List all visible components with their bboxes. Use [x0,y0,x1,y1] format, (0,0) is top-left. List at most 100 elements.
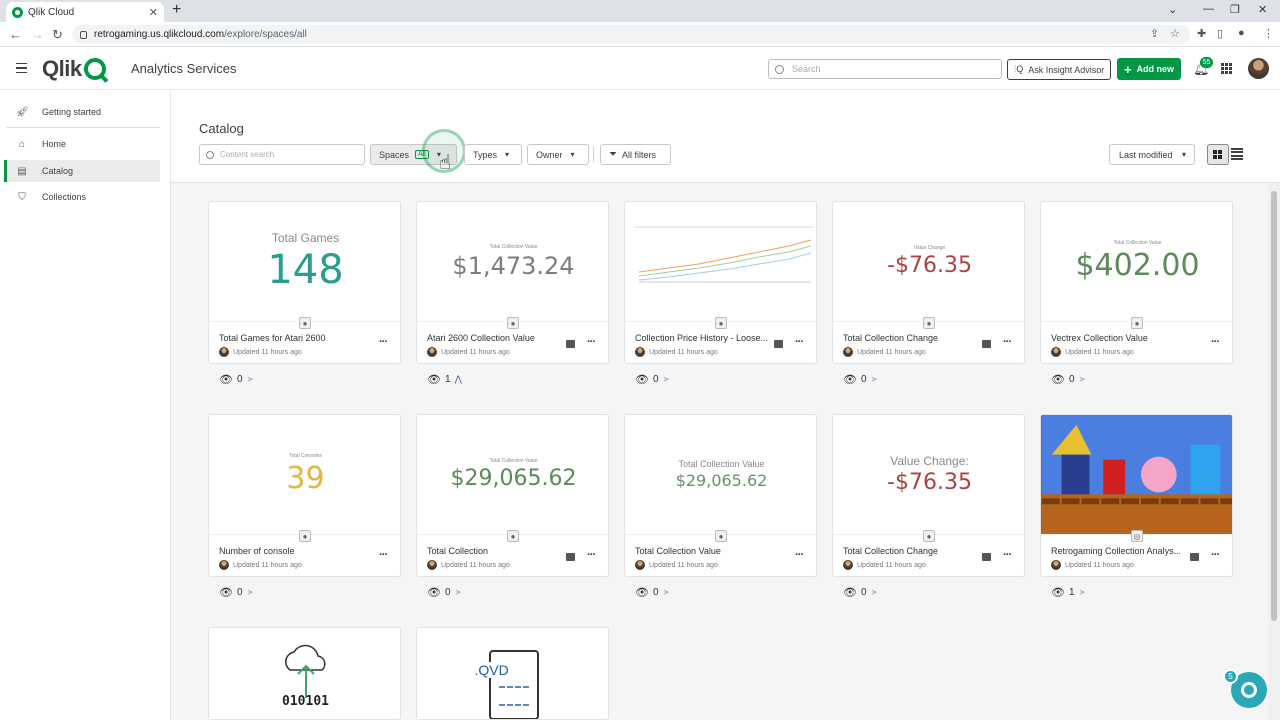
catalog-card[interactable]: Value Change: -$76.35 ● Total Collection… [832,414,1025,577]
star-icon[interactable]: ☆ [1170,28,1180,40]
minimize-icon[interactable]: — [1203,3,1214,15]
all-filters-button[interactable]: ⏷ All filters [600,144,671,165]
card-title[interactable]: Retrogaming Collection Analys... [1051,546,1182,556]
card-title[interactable]: Total Collection Value [635,546,721,556]
add-new-button[interactable]: + Add new [1117,58,1181,80]
catalog-card[interactable]: Total Collection Value $29,065.62 ● Tota… [624,414,817,577]
card-thumbnail: Value Change: -$76.35 [833,415,1024,535]
qlik-logo[interactable]: Qlik [42,56,106,82]
view-count: 0 [652,587,659,598]
browser-menu-icon[interactable]: ⋮ [1263,28,1274,40]
global-search-input[interactable]: Search [768,59,1002,79]
card-meta: Updated 11 hours ago [427,560,510,570]
close-window-icon[interactable]: ✕ [1258,4,1268,16]
updated-text: Updated 11 hours ago [441,348,510,356]
card-title[interactable]: Total Collection [427,546,489,556]
scrollbar-thumb[interactable] [1271,191,1277,621]
more-options-icon[interactable]: ··· [587,336,596,348]
app-launcher-icon[interactable] [1221,63,1232,74]
catalog-card[interactable]: Value Change -$76.35 ● Total Collection … [832,201,1025,364]
close-tab-icon[interactable]: ✕ [148,6,158,19]
tab-search-icon[interactable]: ⌄ [1168,4,1178,16]
kpi-value: $402.00 [1075,248,1200,283]
profile-icon[interactable]: ● [1238,27,1245,39]
click-highlight [422,129,466,173]
owner-filter-dropdown[interactable]: Owner ▾ [527,144,589,165]
ask-insight-advisor-button[interactable]: ⫶Q Ask Insight Advisor [1007,59,1111,80]
card-meta: Updated 11 hours ago [427,347,510,357]
sidepanel-icon[interactable]: ▯ [1217,28,1224,40]
more-options-icon[interactable]: ··· [587,549,596,561]
catalog-card[interactable]: ◎ Retrogaming Collection Analys... Updat… [1040,414,1233,577]
trend-arrow-icon: ➤ [870,374,879,384]
sort-label: Last modified [1119,149,1173,160]
kpi-value: -$76.35 [887,470,972,495]
more-options-icon[interactable]: ··· [1211,336,1220,348]
sidebar-item-home[interactable]: ⌂ Home [6,133,160,155]
private-space-icon [566,553,575,561]
content-search-placeholder: Content search [220,150,275,159]
more-options-icon[interactable]: ··· [1211,549,1220,561]
card-title[interactable]: Total Games for Atari 2600 [219,333,326,343]
more-options-icon[interactable]: ··· [1003,549,1012,561]
more-options-icon[interactable]: ··· [795,549,804,561]
trend-up-icon: ⋀ [454,374,462,384]
catalog-card[interactable]: Total Games 148 ● Total Games for Atari … [208,201,401,364]
types-filter-dropdown[interactable]: Types ▾ [464,144,522,165]
chart-type-icon: ● [923,317,935,329]
catalog-card[interactable]: Total Collection Value $1,473.24 ● Atari… [416,201,609,364]
grid-view-toggle[interactable] [1207,144,1229,165]
owner-avatar [1051,560,1061,570]
card-title[interactable]: Atari 2600 Collection Value [427,333,535,343]
chart-type-icon: ● [1131,317,1143,329]
forward-icon[interactable]: → [31,27,44,42]
restore-icon[interactable]: ❐ [1230,4,1240,16]
card-title[interactable]: Total Collection Change [843,546,939,556]
plus-icon: + [1123,61,1132,77]
view-count: 0 [236,374,243,385]
sidebar-item-label: Home [42,139,67,149]
catalog-card[interactable]: Total Collection Value $29,065.62 ● Tota… [416,414,609,577]
sort-dropdown[interactable]: Last modified ▾ [1109,144,1195,165]
rocket-icon: 🚀︎ [16,106,29,118]
browser-tab[interactable]: Qlik Cloud ✕ [6,2,164,22]
sidebar-item-collections[interactable]: ⛉ Collections [6,186,160,208]
more-options-icon[interactable]: ··· [1003,336,1012,348]
chevron-down-icon: ▾ [505,150,510,159]
content-search-input[interactable]: Content search [199,144,365,165]
card-title[interactable]: Vectrex Collection Value [1051,333,1148,343]
card-view-stats: 👁︎ 0 ➤ [635,373,670,386]
more-options-icon[interactable]: ··· [379,336,388,348]
extensions-icon[interactable]: ✚ [1197,28,1207,40]
card-meta: Updated 11 hours ago [219,347,302,357]
catalog-card[interactable]: Total Collection Value $402.00 ● Vectrex… [1040,201,1233,364]
catalog-card[interactable]: ● Collection Price History - Loose... Up… [624,201,817,364]
private-space-icon [982,340,991,348]
chart-type-icon: ● [923,530,935,542]
card-title[interactable]: Total Collection Change [843,333,939,343]
catalog-card[interactable]: 010101 [208,627,401,720]
user-avatar[interactable] [1248,58,1269,79]
catalog-card[interactable]: .QVD [416,627,609,720]
list-view-toggle[interactable] [1231,148,1243,160]
kpi-label: Total Collection Value [1113,240,1162,246]
insight-icon: ⫶Q [1014,64,1024,74]
kpi-value: 39 [286,461,325,496]
sidebar-item-catalog[interactable]: ▤ Catalog [4,160,160,182]
reload-icon[interactable]: ↻ [52,27,63,42]
kpi-value: 148 [267,246,344,293]
back-icon[interactable]: ← [9,27,22,42]
card-title[interactable]: Number of console [219,546,295,556]
sidebar-item-getting-started[interactable]: 🚀︎ Getting started [6,101,160,123]
card-title[interactable]: Collection Price History - Loose... [635,333,769,343]
share-icon[interactable]: ⇪ [1150,28,1160,40]
menu-icon[interactable] [16,63,27,73]
kpi-label: Total Collection Value [489,458,538,464]
catalog-card[interactable]: Total Consoles 39 ● Number of console Up… [208,414,401,577]
more-options-icon[interactable]: ··· [379,549,388,561]
url-field[interactable]: retrogaming.us.qlikcloud.com/explore/spa… [72,25,1190,44]
new-tab-icon[interactable]: + [172,1,182,18]
chart-type-icon: ● [507,530,519,542]
more-options-icon[interactable]: ··· [795,336,804,348]
scrollbar[interactable] [1268,183,1280,720]
